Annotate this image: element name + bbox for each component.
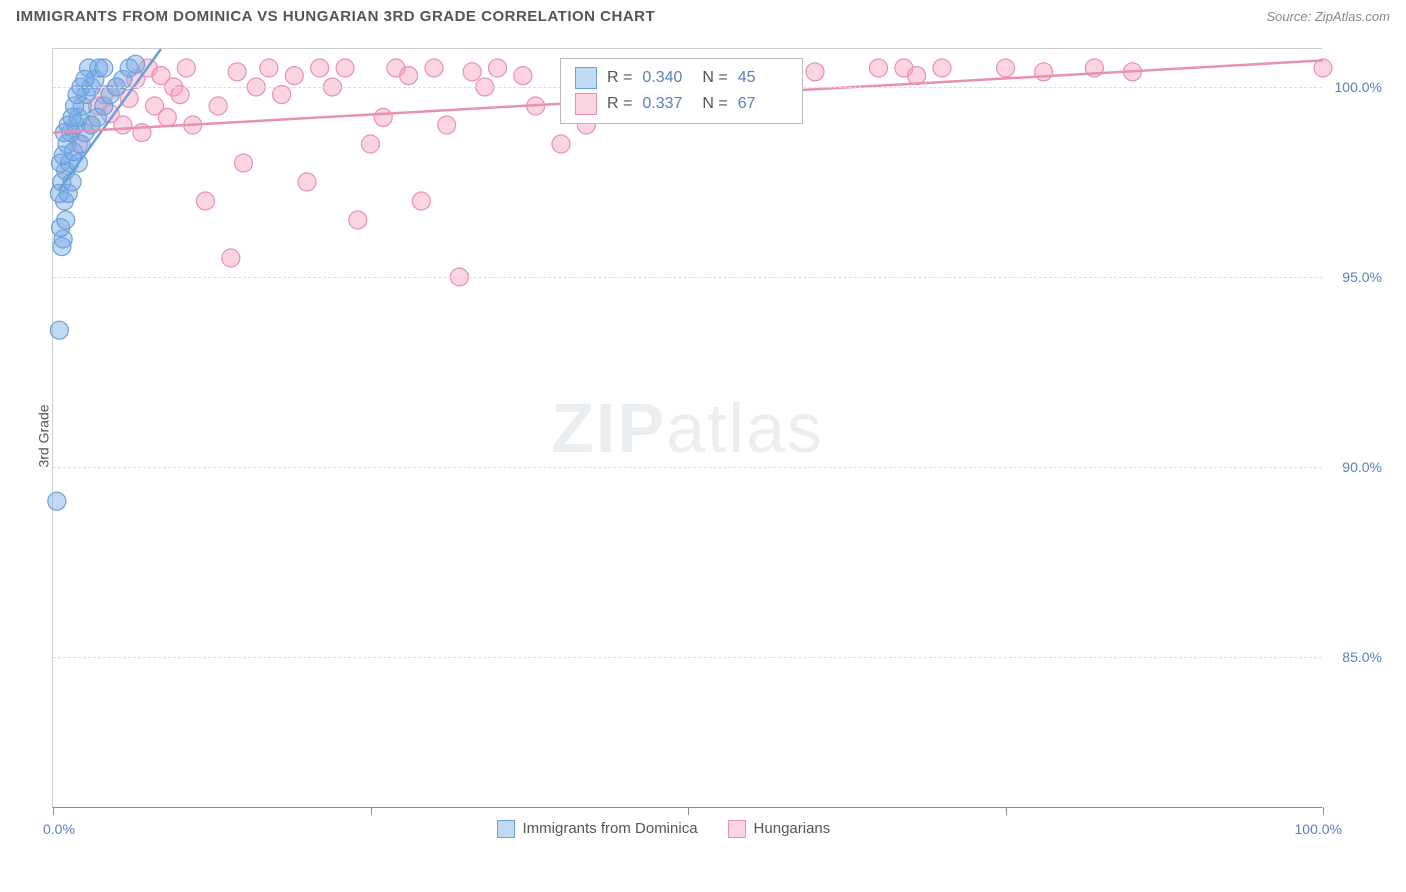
chart-title: IMMIGRANTS FROM DOMINICA VS HUNGARIAN 3R… (16, 8, 655, 25)
scatter-point (933, 59, 951, 77)
scatter-point (177, 59, 195, 77)
scatter-point (997, 59, 1015, 77)
correlation-legend-row: R = 0.337 N = 67 (575, 91, 788, 117)
legend-item: Hungarians (728, 820, 831, 838)
scatter-point (400, 67, 418, 85)
scatter-svg (53, 49, 1322, 807)
scatter-point (552, 135, 570, 153)
series-legend-bottom: Immigrants from Dominica Hungarians (497, 820, 831, 838)
scatter-point (1035, 63, 1053, 81)
n-value: 45 (738, 69, 788, 87)
n-value: 67 (738, 95, 788, 113)
scatter-point (870, 59, 888, 77)
x-tick (1323, 807, 1324, 815)
scatter-point (273, 86, 291, 104)
x-tick (1006, 807, 1007, 815)
legend-item: Immigrants from Dominica (497, 820, 698, 838)
gridline-horizontal (53, 277, 1322, 278)
scatter-point (171, 86, 189, 104)
scatter-point (362, 135, 380, 153)
r-label: R = (607, 95, 632, 113)
r-label: R = (607, 69, 632, 87)
legend-swatch (575, 93, 597, 115)
correlation-legend-box: R = 0.340 N = 45 R = 0.337 N = 67 (560, 58, 803, 124)
scatter-point (48, 492, 66, 510)
scatter-point (336, 59, 354, 77)
scatter-point (349, 211, 367, 229)
scatter-point (222, 249, 240, 267)
scatter-point (158, 108, 176, 126)
scatter-point (235, 154, 253, 172)
correlation-legend-row: R = 0.340 N = 45 (575, 65, 788, 91)
source-name: ZipAtlas.com (1315, 9, 1390, 24)
scatter-point (298, 173, 316, 191)
legend-swatch (575, 67, 597, 89)
y-tick-label: 85.0% (1342, 649, 1382, 665)
x-label-min: 0.0% (43, 821, 75, 837)
y-axis-title: 3rd Grade (36, 404, 52, 467)
gridline-horizontal (53, 467, 1322, 468)
n-label: N = (702, 69, 727, 87)
scatter-point (57, 211, 75, 229)
scatter-point (425, 59, 443, 77)
x-tick (371, 807, 372, 815)
y-tick-label: 90.0% (1342, 459, 1382, 475)
legend-swatch (728, 820, 746, 838)
x-label-max: 100.0% (1295, 821, 1342, 837)
scatter-point (228, 63, 246, 81)
scatter-point (514, 67, 532, 85)
scatter-point (196, 192, 214, 210)
scatter-point (95, 59, 113, 77)
r-value: 0.340 (642, 69, 692, 87)
scatter-point (50, 321, 68, 339)
gridline-horizontal (53, 657, 1322, 658)
y-tick-label: 100.0% (1335, 79, 1382, 95)
y-tick-label: 95.0% (1342, 269, 1382, 285)
scatter-point (311, 59, 329, 77)
chart-plot-area: ZIPatlas 85.0%90.0%95.0%100.0%0.0%100.0% (52, 48, 1322, 808)
scatter-point (438, 116, 456, 134)
source-label: Source: (1266, 9, 1314, 24)
legend-label: Hungarians (754, 820, 831, 837)
x-tick (53, 807, 54, 815)
source-attribution: Source: ZipAtlas.com (1266, 9, 1390, 24)
n-label: N = (702, 95, 727, 113)
title-bar: IMMIGRANTS FROM DOMINICA VS HUNGARIAN 3R… (0, 0, 1406, 29)
scatter-point (127, 55, 145, 73)
legend-label: Immigrants from Dominica (523, 820, 698, 837)
scatter-point (114, 116, 132, 134)
scatter-point (285, 67, 303, 85)
scatter-point (806, 63, 824, 81)
scatter-point (412, 192, 430, 210)
scatter-point (463, 63, 481, 81)
x-tick (688, 807, 689, 815)
scatter-point (374, 108, 392, 126)
scatter-point (209, 97, 227, 115)
scatter-point (489, 59, 507, 77)
scatter-point (260, 59, 278, 77)
r-value: 0.337 (642, 95, 692, 113)
legend-swatch (497, 820, 515, 838)
